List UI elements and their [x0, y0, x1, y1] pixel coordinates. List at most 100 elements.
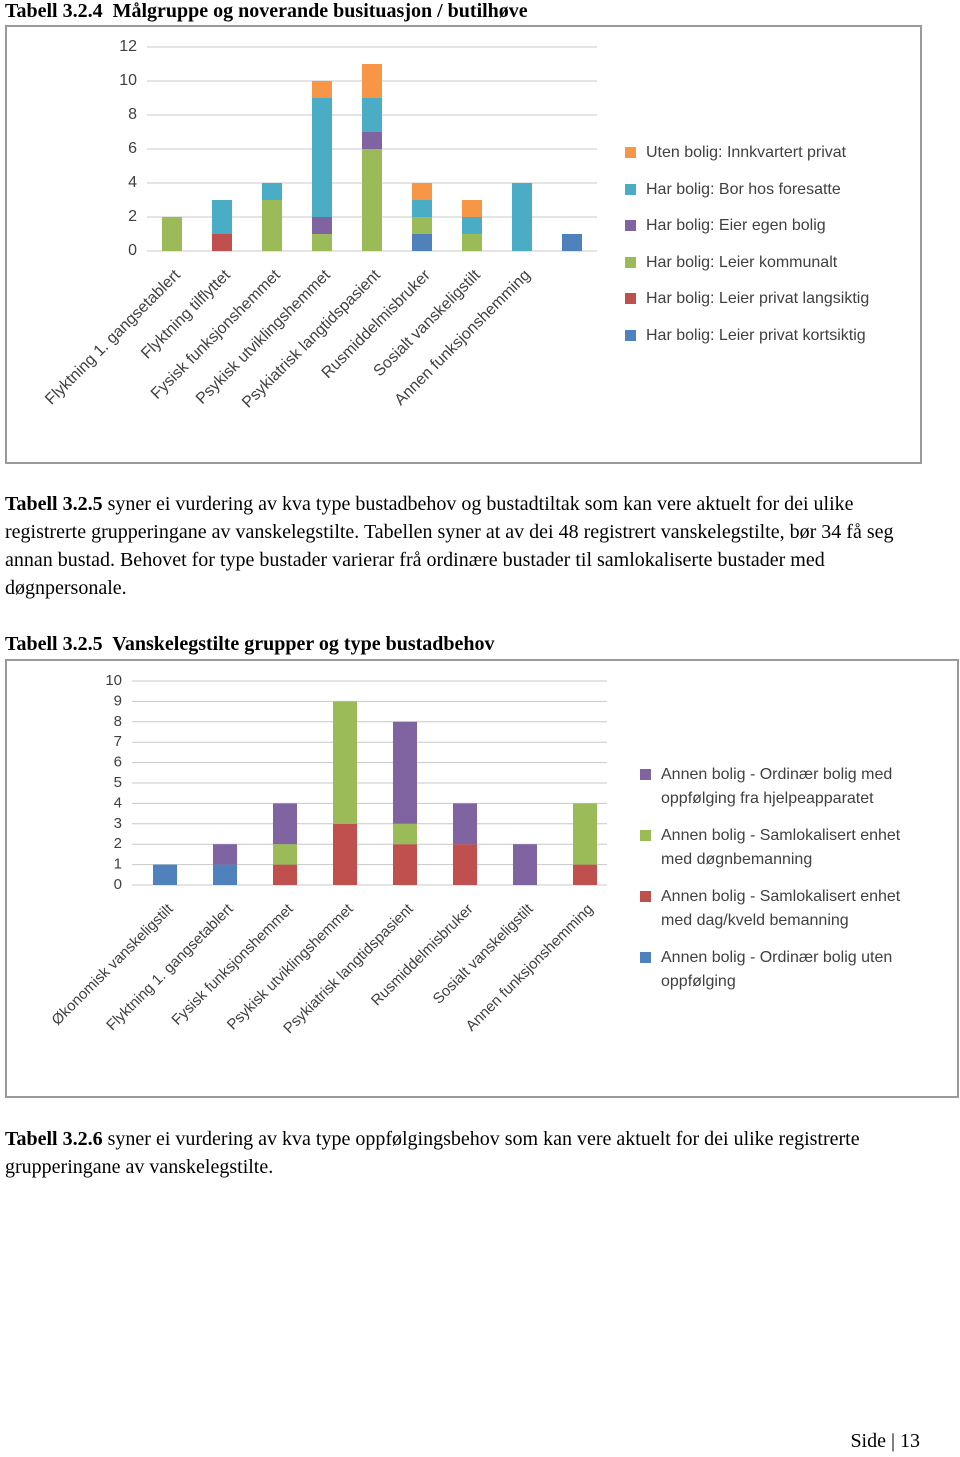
bar-segment	[162, 217, 182, 251]
y-tick-label: 10	[105, 672, 122, 689]
y-tick-label: 1	[114, 856, 122, 873]
legend-label: Annen bolig - Ordinær bolig uten oppfølg…	[661, 949, 893, 990]
heading: Tabell 3.2.4 Målgruppe og noverande busi…	[5, 0, 528, 22]
bar-segment	[412, 200, 432, 217]
bar-segment	[273, 844, 297, 865]
chart: 0 1 2 3 4 5 6 7 8 9 10 Økonomisk vanskeligstilt Flyk…	[5, 659, 959, 1098]
bar-segment	[412, 217, 432, 234]
y-tick-label: 6	[128, 140, 137, 157]
bar-segment	[362, 132, 382, 149]
bar-segment	[362, 64, 382, 98]
y-tick-label: 5	[114, 774, 122, 791]
legend-item: Har bolig: Bor hos foresatte	[625, 178, 915, 202]
legend-item: Har bolig: Leier kommunalt	[625, 251, 915, 275]
bar-segment	[153, 864, 177, 885]
bar-segment	[333, 823, 357, 885]
legend-swatch	[625, 220, 636, 232]
bar-segment	[573, 864, 597, 885]
legend-swatch	[640, 830, 651, 841]
bar-segment	[393, 721, 417, 824]
legend-swatch	[625, 330, 636, 341]
x-tick-label: Økonomisk vanskeligstilt	[48, 900, 177, 1029]
y-tick-label: 3	[114, 815, 122, 832]
bar-segment	[513, 844, 537, 885]
legend-swatch	[640, 952, 651, 963]
legend-item: Uten bolig: Innkvartert privat	[625, 141, 915, 165]
y-tick-label: 8	[128, 106, 137, 123]
legend-label: Har bolig: Leier kommunalt	[646, 253, 838, 271]
legend-label: Annen bolig - Samlokalisert enhet med da…	[661, 888, 901, 929]
y-tick-label: 4	[114, 794, 122, 811]
legend-label: Annen bolig - Ordinær bolig med oppfølgi…	[661, 766, 893, 807]
y-tick-label: 2	[114, 835, 122, 852]
legend-swatch	[625, 256, 636, 268]
x-tick-label: Flyktning tilflyttet	[138, 266, 234, 362]
legend-swatch	[625, 183, 636, 195]
paragraph: Tabell 3.2.5 syner ei vurdering av kva t…	[5, 490, 920, 602]
x-tick-label: Rusmiddelmisbruker	[368, 901, 477, 1010]
bar-segment	[213, 864, 237, 885]
paragraph-text: syner ei vurdering av kva type bustadbeh…	[5, 493, 894, 599]
paragraph-text: syner ei vurdering av kva type oppfølgin…	[5, 1128, 860, 1178]
bar-segment	[212, 200, 232, 234]
bar-segment	[462, 217, 482, 234]
bar-segment	[462, 234, 482, 251]
legend-item: Annen bolig - Samlokalisert enhet med da…	[640, 885, 930, 933]
y-tick-label: 4	[128, 174, 137, 191]
bar-segment	[412, 234, 432, 251]
chart: 0 2 4 6 8 10 12 Flyktning 1. gangsetablert Flykt…	[5, 25, 922, 464]
legend-item: Annen bolig - Ordinær bolig med oppfølgi…	[640, 763, 930, 811]
bar-segment	[393, 823, 417, 845]
legend-swatch	[640, 891, 651, 902]
y-tick-label: 0	[128, 242, 137, 259]
bar-segment	[212, 234, 232, 251]
y-tick-label: 7	[114, 733, 122, 750]
bar-segment	[262, 200, 282, 251]
y-tick-label: 6	[114, 754, 122, 771]
y-tick-label: 9	[114, 692, 122, 709]
bar-segment	[312, 234, 332, 251]
x-tick-label: Fysisk funksjonshemmet	[168, 900, 297, 1029]
bar-segment	[453, 844, 477, 885]
legend-label: Har bolig: Leier privat kortsiktig	[646, 327, 866, 344]
bar-segment	[573, 803, 597, 865]
y-tick-label: 10	[119, 72, 137, 89]
paragraph-lead: Tabell 3.2.6	[5, 1128, 103, 1150]
bar-segment	[462, 200, 482, 217]
bar-segment	[312, 217, 332, 234]
legend-item: Annen bolig - Samlokalisert enhet med dø…	[640, 824, 930, 872]
legend-label: Annen bolig - Samlokalisert enhet med dø…	[661, 827, 901, 868]
x-tick-label: Annen funksjonshemming	[463, 901, 597, 1035]
paragraph: Tabell 3.2.6 syner ei vurdering av kva t…	[5, 1125, 920, 1181]
y-tick-label: 0	[114, 876, 122, 893]
bar-segment	[362, 98, 382, 132]
bar-segment	[362, 149, 382, 251]
bar-segment	[512, 183, 532, 251]
y-tick-label: 12	[119, 38, 137, 55]
bar-segment	[412, 183, 432, 200]
legend-item: Har bolig: Leier privat langsiktig	[625, 287, 915, 311]
legend-item: Annen bolig - Ordinær bolig uten oppfølg…	[640, 946, 930, 994]
heading: Tabell 3.2.5 Vanskelegstilte grupper og …	[5, 633, 495, 655]
legend-swatch	[625, 293, 636, 305]
y-tick-label: 8	[114, 713, 122, 730]
bar-segment	[562, 234, 582, 251]
legend-swatch	[640, 769, 651, 780]
legend-swatch	[625, 147, 636, 158]
page-number: Side | 13	[850, 1430, 920, 1452]
bar-segment	[273, 864, 297, 885]
legend-label: Har bolig: Leier privat langsiktig	[646, 290, 870, 308]
legend-label: Har bolig: Bor hos foresatte	[646, 180, 841, 198]
bar-segment	[453, 803, 477, 845]
y-tick-label: 2	[128, 208, 137, 225]
bar-segment	[393, 844, 417, 885]
bar-segment	[213, 844, 237, 865]
legend-item: Har bolig: Leier privat kortsiktig	[625, 324, 915, 348]
x-tick-label: Sosialt vanskeligstilt	[430, 900, 538, 1008]
bar-segment	[273, 803, 297, 845]
paragraph-lead: Tabell 3.2.5	[5, 493, 103, 515]
legend-item: Har bolig: Eier egen bolig	[625, 214, 915, 238]
